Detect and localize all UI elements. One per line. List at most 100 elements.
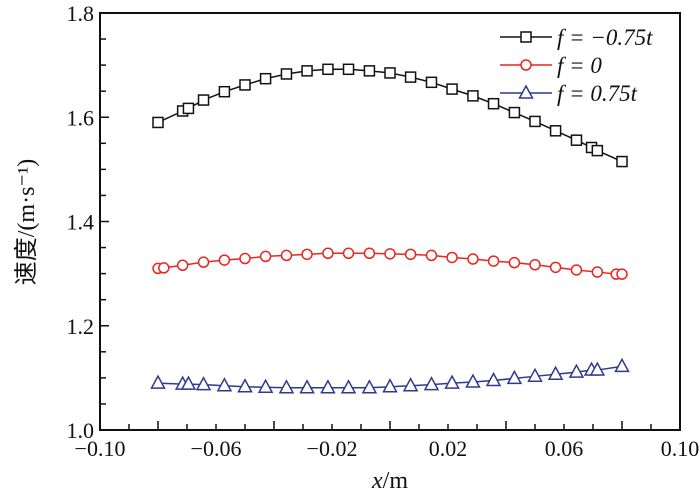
circle-marker (218, 254, 231, 266)
triangle-marker (180, 375, 197, 390)
legend-item: f = 0 (500, 53, 602, 78)
circle-marker (158, 262, 170, 274)
square-marker (616, 155, 628, 168)
triangle-marker (382, 378, 398, 393)
triangle-marker (518, 84, 534, 99)
square-marker (487, 97, 500, 110)
square-marker (529, 115, 541, 128)
circle-marker (342, 247, 355, 260)
circle-marker (425, 249, 438, 262)
series-triangle (150, 357, 630, 394)
circle-marker (520, 59, 532, 71)
circle-marker (549, 261, 562, 274)
legend-label: f = −0.75t (557, 25, 653, 50)
triangle-marker (402, 377, 419, 392)
square-marker (549, 125, 562, 137)
triangle-marker (237, 378, 253, 393)
y-tick-label: 1.2 (67, 314, 95, 339)
circle-marker (197, 256, 210, 268)
circle-marker (239, 252, 251, 265)
y-tick-label: 1.0 (67, 418, 95, 443)
legend-label: f = 0 (557, 53, 602, 78)
x-tick-label: 0.06 (545, 436, 584, 461)
triangle-marker (614, 357, 630, 373)
triangle-marker (423, 376, 440, 391)
x-tick-label: −0.02 (307, 436, 358, 461)
triangle-marker (485, 371, 502, 387)
circle-marker (280, 249, 293, 262)
triangle-marker (444, 374, 460, 389)
triangle-marker (589, 361, 606, 376)
triangle-marker (465, 373, 481, 388)
triangle-marker (278, 379, 295, 394)
square-marker (508, 106, 521, 119)
y-tick-label: 1.6 (67, 105, 95, 130)
plot-frame (99, 12, 681, 431)
square-marker (520, 31, 532, 43)
x-tick-label: 0.10 (661, 436, 700, 461)
x-tick-labels: −0.10 −0.06 −0.02 0.02 0.06 0.10 (75, 436, 700, 461)
square-marker (467, 90, 479, 102)
series-group (150, 63, 630, 394)
circle-marker (616, 268, 628, 280)
triangle-marker (195, 376, 212, 391)
series-line (157, 68, 623, 163)
square-marker (384, 67, 396, 79)
triangle-marker (547, 365, 564, 380)
triangle-marker (568, 363, 585, 378)
square-marker (182, 102, 195, 115)
square-marker (570, 134, 583, 146)
circle-marker (176, 259, 189, 272)
triangle-marker (506, 369, 523, 385)
circle-marker (570, 264, 583, 276)
circle-marker (446, 251, 458, 264)
series-circle (152, 247, 628, 280)
circle-marker (384, 248, 396, 260)
legend: f = −0.75t f = 0 f = 0.75t (500, 25, 653, 106)
square-marker (425, 76, 438, 89)
y-tick-labels: 1.0 1.2 1.4 1.6 1.8 (67, 1, 95, 443)
square-marker (152, 116, 164, 129)
legend-label: f = 0.75t (557, 81, 638, 106)
legend-item: f = 0.75t (500, 81, 638, 106)
square-marker (363, 65, 376, 77)
circle-marker (301, 248, 313, 261)
square-marker (322, 63, 334, 76)
x-tick-label: 0.02 (429, 436, 468, 461)
square-marker (446, 83, 458, 95)
square-marker (404, 71, 417, 83)
legend-item: f = −0.75t (500, 25, 653, 50)
circle-marker (404, 248, 417, 261)
triangle-marker (361, 379, 378, 394)
square-marker (591, 144, 604, 157)
x-tick-label: −0.06 (191, 436, 242, 461)
series-square (152, 63, 628, 168)
triangle-marker (527, 367, 543, 383)
y-tick-label: 1.4 (67, 210, 95, 235)
circle-marker (322, 247, 334, 260)
y-tick-label: 1.8 (67, 1, 95, 26)
circle-marker (508, 256, 521, 269)
triangle-marker (320, 379, 336, 394)
square-marker (301, 65, 313, 77)
square-marker (280, 68, 293, 80)
circle-marker (259, 250, 272, 263)
triangle-marker (340, 379, 357, 394)
triangle-marker (299, 379, 315, 394)
square-marker (218, 85, 231, 98)
square-marker (239, 79, 251, 91)
y-axis-label: 速度/(m·s⁻¹) (13, 159, 40, 286)
square-marker (259, 72, 272, 85)
square-marker (197, 94, 210, 106)
circle-marker (529, 259, 541, 271)
x-axis-label: x/m (371, 468, 408, 494)
triangle-marker (216, 377, 233, 392)
x-tick-label: −0.10 (75, 436, 126, 461)
triangle-marker (257, 378, 274, 394)
square-marker (342, 63, 355, 76)
circle-marker (487, 255, 500, 267)
circle-marker (363, 247, 376, 260)
circle-marker (591, 266, 604, 278)
circle-marker (467, 253, 479, 265)
